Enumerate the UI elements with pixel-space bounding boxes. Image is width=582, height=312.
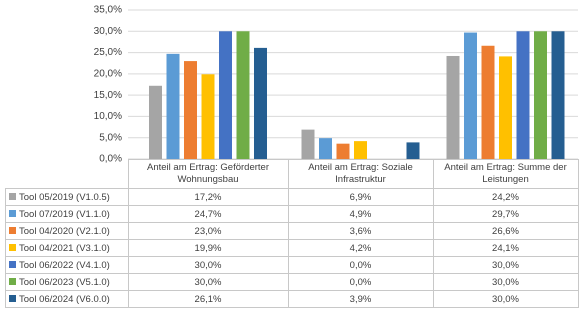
value-label: 4,2% (287, 239, 434, 257)
value-label: 30,0% (127, 273, 289, 291)
bar (551, 31, 565, 160)
value-label: 26,6% (432, 222, 579, 240)
header-row: Anteil am Ertrag: Geförderter Wohnungsba… (6, 159, 579, 189)
legend-label: Tool 06/2022 (V4.1.0) (19, 259, 110, 271)
y-tick-label: 35,0% (94, 5, 122, 16)
value-label: 23,0% (127, 222, 289, 240)
series-row: Tool 04/2021 (V3.1.0) 19,9% 4,2% 24,1% (5, 239, 579, 257)
value-label: 3,6% (287, 222, 434, 240)
category-label: Anteil am Ertrag: Geförderter Wohnungsba… (127, 159, 289, 189)
value-label: 3,9% (287, 290, 434, 308)
series-row: Tool 04/2020 (V2.1.0) 23,0% 3,6% 26,6% (5, 222, 579, 240)
legend-entry: Tool 04/2021 (V3.1.0) (5, 239, 129, 257)
series-row: Tool 07/2019 (V1.1.0) 24,7% 4,9% 29,7% (5, 205, 579, 223)
legend-swatch (9, 209, 16, 217)
y-tick-label: 5,0% (99, 132, 122, 143)
legend-swatch (9, 294, 16, 302)
value-label: 0,0% (287, 256, 434, 274)
legend-entry: Tool 06/2023 (V5.1.0) (5, 273, 129, 291)
bar (446, 55, 460, 159)
bar (481, 45, 495, 160)
bar (319, 138, 332, 159)
bar (406, 142, 420, 159)
value-label: 30,0% (432, 290, 579, 308)
y-tick-label: 10,0% (94, 111, 122, 122)
y-tick-label: 15,0% (94, 90, 122, 101)
legend-label: Tool 05/2019 (V1.0.5) (19, 191, 110, 203)
value-label: 24,2% (432, 188, 579, 206)
series-row: Tool 06/2024 (V6.0.0) 26,1% 3,9% 30,0% (5, 290, 579, 308)
legend-label: Tool 06/2023 (V5.1.0) (19, 276, 110, 288)
value-label: 26,1% (127, 290, 289, 308)
series-row: Tool 06/2022 (V4.1.0) 30,0% 0,0% 30,0% (5, 256, 579, 274)
y-tick-label: 20,0% (94, 68, 122, 79)
bar (534, 31, 547, 160)
bar (236, 31, 250, 160)
category-label: Anteil am Ertrag: Soziale Infrastruktur (287, 159, 434, 189)
value-label: 4,9% (287, 205, 434, 223)
bar (464, 32, 477, 159)
legend-swatch (9, 226, 16, 234)
bar (301, 129, 315, 159)
legend-entry: Tool 06/2024 (V6.0.0) (5, 290, 129, 308)
y-tick-label: 30,0% (94, 26, 122, 37)
y-tick-label: 0,0% (99, 154, 122, 165)
series-row: Tool 05/2019 (V1.0.5) 17,2% 6,9% 24,2% (5, 188, 579, 206)
legend-entry: Tool 05/2019 (V1.0.5) (5, 188, 129, 206)
bar (254, 47, 267, 159)
legend-swatch (9, 260, 16, 268)
value-label: 17,2% (127, 188, 289, 206)
y-tick-label: 25,0% (94, 47, 122, 58)
corner (6, 160, 129, 189)
bar (166, 53, 180, 159)
legend-swatch (9, 192, 16, 200)
value-label: 24,7% (127, 205, 289, 223)
value-label: 29,7% (432, 205, 579, 223)
bar (354, 141, 367, 159)
value-label: 30,0% (127, 256, 289, 274)
legend-label: Tool 06/2024 (V6.0.0) (19, 293, 110, 305)
value-label: 24,1% (432, 239, 579, 257)
bar (499, 56, 512, 159)
legend-entry: Tool 07/2019 (V1.1.0) (5, 205, 129, 223)
bar (219, 31, 232, 160)
value-label: 30,0% (432, 273, 579, 291)
bar (149, 85, 162, 159)
legend-label: Tool 04/2021 (V3.1.0) (19, 242, 110, 254)
legend-swatch (9, 277, 16, 285)
value-label: 30,0% (432, 256, 579, 274)
legend-entry: Tool 06/2022 (V4.1.0) (5, 256, 129, 274)
value-label: 0,0% (287, 273, 434, 291)
value-label: 19,9% (127, 239, 289, 257)
series-row: Tool 06/2023 (V5.1.0) 30,0% 0,0% 30,0% (5, 273, 579, 291)
bar (184, 61, 197, 160)
bar (201, 74, 215, 159)
data-table: Anteil am Ertrag: Geförderter Wohnungsba… (5, 159, 579, 308)
bar (336, 143, 350, 159)
value-label: 6,9% (287, 188, 434, 206)
legend-label: Tool 07/2019 (V1.1.0) (19, 208, 110, 220)
bar (516, 31, 530, 160)
legend-swatch (9, 243, 16, 251)
legend-label: Tool 04/2020 (V2.1.0) (19, 225, 110, 237)
legend-entry: Tool 04/2020 (V2.1.0) (5, 222, 129, 240)
category-label: Anteil am Ertrag: Summe der Leistungen (432, 159, 579, 189)
